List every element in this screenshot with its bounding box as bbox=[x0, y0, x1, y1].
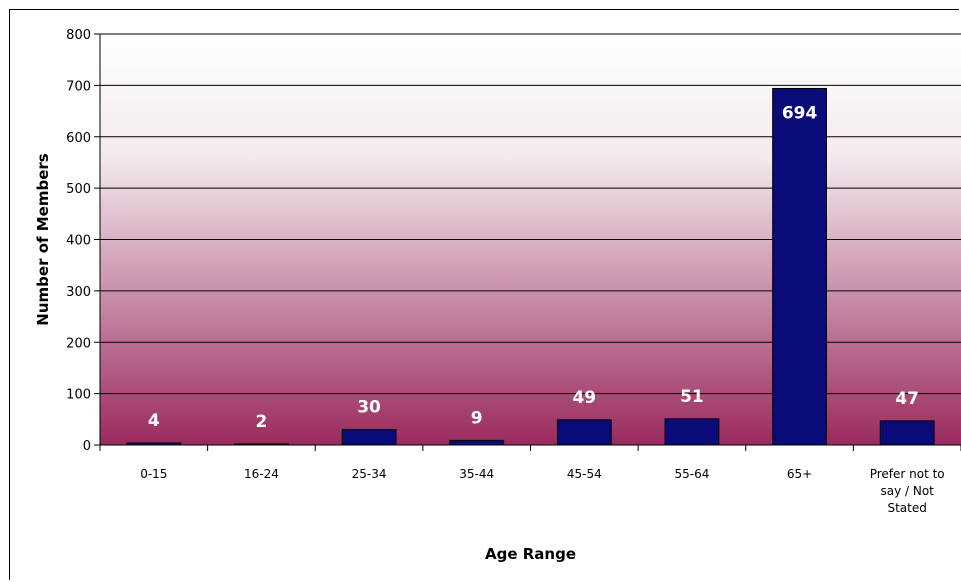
axes bbox=[94, 33, 961, 451]
data-label: 694 bbox=[782, 103, 818, 123]
chart-frame bbox=[9, 9, 959, 580]
x-tick-label: 65+ bbox=[787, 467, 812, 481]
y-tick-label: 800 bbox=[66, 28, 91, 43]
data-label: 47 bbox=[895, 389, 919, 409]
data-label: 2 bbox=[256, 412, 268, 432]
bar bbox=[449, 439, 505, 446]
y-tick-label: 0 bbox=[83, 439, 91, 454]
x-tick-label: 0-15 bbox=[140, 467, 167, 481]
y-tick-label: 500 bbox=[66, 182, 91, 197]
y-tick-label: 100 bbox=[66, 388, 91, 403]
data-label: 49 bbox=[572, 388, 596, 408]
y-tick-label: 600 bbox=[66, 131, 91, 146]
y-tick-label: 200 bbox=[66, 336, 91, 351]
bars bbox=[126, 87, 935, 446]
x-tick-label: 16-24 bbox=[244, 467, 279, 481]
bar bbox=[341, 429, 397, 446]
x-tick-label: Prefer not to say / Not Stated bbox=[870, 467, 945, 515]
x-tick-label: 45-54 bbox=[567, 467, 602, 481]
y-tick-label: 400 bbox=[66, 234, 91, 249]
data-label: 51 bbox=[680, 387, 704, 407]
x-tick-label: 25-34 bbox=[352, 467, 387, 481]
data-label: 9 bbox=[471, 408, 483, 428]
bar bbox=[772, 87, 827, 446]
bar bbox=[664, 418, 720, 446]
x-axis-title: Age Range bbox=[485, 545, 576, 563]
x-tick-label: 55-64 bbox=[675, 467, 710, 481]
y-tick-label: 700 bbox=[66, 79, 91, 94]
bar bbox=[556, 419, 612, 446]
labels: 0 100 200 300 400 500 600 700 800 4 0-15 2 16-24 30 25… bbox=[66, 28, 944, 515]
y-axis-title: Number of Members bbox=[34, 153, 52, 325]
data-label: 30 bbox=[357, 398, 381, 418]
y-tick-label: 300 bbox=[66, 285, 91, 300]
bar bbox=[879, 420, 935, 446]
x-tick-label: 35-44 bbox=[459, 467, 494, 481]
data-label: 4 bbox=[148, 411, 160, 431]
